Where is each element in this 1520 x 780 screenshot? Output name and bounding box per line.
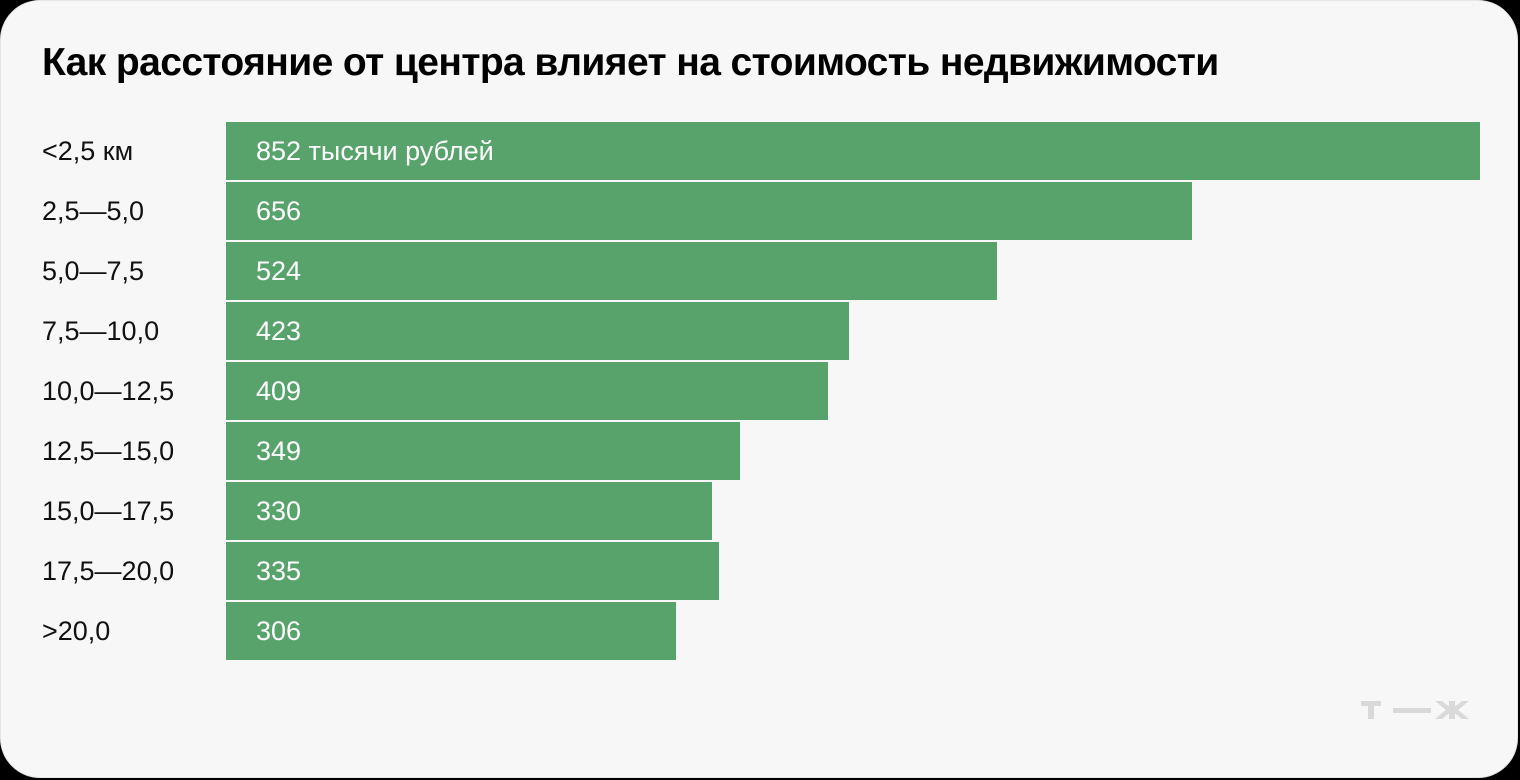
bar-row: 5,0—7,5 524	[1, 242, 1520, 300]
category-label: >20,0	[42, 616, 111, 646]
bar-value-label: 656	[256, 196, 302, 226]
bar-row: 17,5—20,0 335	[1, 542, 1520, 600]
bar-value-label: 524	[256, 256, 302, 286]
bar-row: 7,5—10,0 423	[1, 302, 1520, 360]
bar-value-label: 349	[256, 436, 302, 466]
bar: 852 тысячи рублей	[226, 122, 1480, 180]
bar-row: <2,5 км 852 тысячи рублей	[1, 122, 1520, 180]
bar-row: >20,0 306	[1, 602, 1520, 660]
bar-row: 12,5—15,0 349	[1, 422, 1520, 480]
bar-value-label: 330	[256, 496, 302, 526]
category-label: 2,5—5,0	[42, 196, 145, 226]
category-label: 10,0—12,5	[42, 376, 175, 406]
bar-value-label: 306	[256, 616, 302, 646]
bar: 524	[226, 242, 997, 300]
category-label: 5,0—7,5	[42, 256, 145, 286]
bar: 306	[226, 602, 676, 660]
tzh-logo-icon	[1361, 701, 1469, 719]
bar: 335	[226, 542, 719, 600]
bar-value-label: 335	[256, 556, 302, 586]
chart-title: Как расстояние от центра влияет на стоим…	[42, 41, 1219, 84]
bar-value-label: 852 тысячи рублей	[256, 136, 494, 166]
bar: 409	[226, 362, 828, 420]
bar-row: 10,0—12,5 409	[1, 362, 1520, 420]
bar: 330	[226, 482, 712, 540]
bar-row: 15,0—17,5 330	[1, 482, 1520, 540]
category-label: 15,0—17,5	[42, 496, 175, 526]
bar: 349	[226, 422, 740, 480]
category-label: 17,5—20,0	[42, 556, 175, 586]
category-label: 12,5—15,0	[42, 436, 175, 466]
bar-value-label: 423	[256, 316, 302, 346]
category-label: <2,5 км	[42, 136, 134, 166]
category-label: 7,5—10,0	[42, 316, 160, 346]
bar-row: 2,5—5,0 656	[1, 182, 1520, 240]
bar: 656	[226, 182, 1192, 240]
bar: 423	[226, 302, 849, 360]
bar-value-label: 409	[256, 376, 302, 406]
